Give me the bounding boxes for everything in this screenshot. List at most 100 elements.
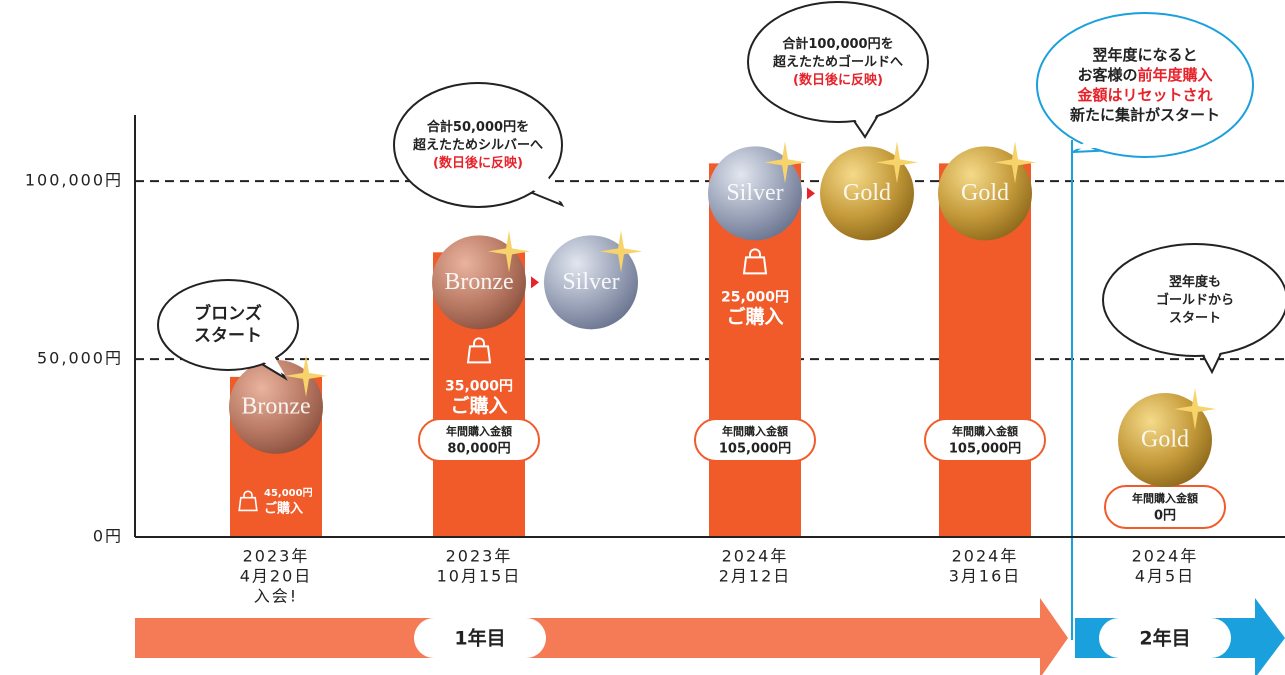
purchase-amount: 45,000円	[264, 487, 313, 499]
total-pill	[694, 418, 816, 462]
purchase-amount: 35,000円	[445, 378, 513, 394]
bubble-text: 超えたためゴールドへ	[773, 54, 903, 70]
total-label: 80,000円	[447, 442, 510, 457]
bubble-text-segment: 翌年度も	[1169, 274, 1221, 290]
bubble-text-segment: 前年度購入	[1138, 66, 1213, 84]
purchase-caption: ご購入	[726, 305, 783, 328]
total-caption: 年間購入金額	[722, 424, 788, 438]
bubble-text-segment: 超えたためゴールドへ	[773, 54, 903, 70]
bubble-text: スタート	[194, 326, 262, 346]
arrow	[807, 187, 815, 200]
bubble-text: スタート	[1169, 311, 1221, 326]
bubble-text-segment: 翌年度になると	[1092, 46, 1197, 64]
coin	[432, 235, 526, 330]
total-label: 0円	[1154, 509, 1176, 524]
purchase-caption: ご購入	[450, 394, 507, 417]
bubble-tail-cover	[850, 109, 880, 134]
period-pill	[414, 618, 546, 658]
bubble-text-segment: (数日後に反映)	[433, 155, 523, 171]
bubble-tail-cover	[1073, 137, 1115, 149]
sparkle	[1174, 388, 1216, 430]
coin	[708, 146, 802, 241]
sparkle	[876, 141, 918, 184]
y-tick-label: 100,000円	[25, 171, 123, 190]
coin-label: Silver	[726, 180, 783, 206]
bubble-text-segment: 金額はリセットされ	[1076, 86, 1212, 104]
total-label: 105,000円	[719, 442, 791, 457]
purchase-caption: ご購入	[264, 500, 303, 516]
bubble-text: ブロンズ	[194, 303, 262, 324]
bubble-text-segment: 超えたためシルバーへ	[413, 137, 543, 153]
speech-bubble	[1036, 12, 1254, 158]
bubble-text-segment: ブロンズ	[194, 303, 262, 324]
arrow	[531, 276, 539, 289]
bag-icon	[466, 337, 492, 364]
sparkle	[488, 230, 530, 273]
bubble-text-segment: スタート	[1169, 311, 1221, 326]
bubble-text: (数日後に反映)	[793, 72, 883, 88]
bubble-text-segment: (数日後に反映)	[793, 72, 883, 88]
total-caption: 年間購入金額	[1132, 491, 1198, 505]
coin	[938, 146, 1032, 241]
bubble-text: 金額はリセットされ	[1076, 86, 1212, 104]
speech-bubble	[393, 82, 563, 208]
coin-label: Bronze	[241, 393, 310, 419]
x-tick-label: 2024年	[722, 547, 789, 566]
sparkle	[994, 141, 1036, 184]
bubble-text: 翌年度も	[1169, 274, 1221, 290]
total-caption: 年間購入金額	[952, 424, 1018, 438]
bubble-text-segment: お客様の	[1077, 66, 1137, 84]
x-tick-label: 入会!	[254, 587, 298, 606]
speech-bubble	[1102, 243, 1285, 357]
bubble-text-segment: スタート	[194, 326, 262, 346]
x-tick-label: 4月20日	[240, 567, 313, 586]
bubble-text: (数日後に反映)	[433, 155, 523, 171]
bubble-tail-cover	[1200, 342, 1225, 369]
x-tick-label: 2023年	[243, 547, 310, 566]
sparkle	[764, 141, 806, 184]
coin-label: Silver	[562, 269, 619, 295]
total-pill	[924, 418, 1046, 462]
sparkle	[285, 354, 327, 397]
x-tick-label: 2024年	[1132, 547, 1199, 566]
bubble-tail-cover	[525, 172, 562, 202]
total-pill	[418, 418, 540, 462]
bubble-text-segment: 合計50,000円を	[427, 119, 529, 135]
x-tick-label: 2月12日	[719, 567, 792, 586]
coin-label: Gold	[961, 180, 1009, 206]
bubble-text: 翌年度になると	[1092, 46, 1197, 64]
y-tick-label: 0円	[93, 527, 123, 546]
x-tick-label: 2024年	[952, 547, 1019, 566]
bubble-text: 新たに集計がスタート	[1070, 106, 1220, 124]
period-label: 2年目	[1139, 627, 1190, 650]
speech-bubble	[747, 1, 929, 123]
bubble-text-segment: 合計100,000円を	[782, 36, 893, 52]
coin-label: Gold	[843, 180, 891, 206]
speech-bubble	[157, 279, 299, 371]
period-band	[135, 598, 1068, 675]
bubble-text: 合計100,000円を	[782, 36, 893, 52]
bubble-text-segment: 新たに集計がスタート	[1070, 106, 1220, 124]
bubble-tail-cover	[255, 349, 285, 375]
bag-icon	[742, 248, 768, 275]
coin	[1118, 393, 1212, 487]
bag-icon	[238, 490, 258, 512]
coin-label: Bronze	[444, 269, 513, 295]
coin-label: Gold	[1141, 427, 1189, 453]
period-pill	[1099, 618, 1231, 658]
bubble-text: お客様の前年度購入	[1077, 66, 1212, 84]
coin	[229, 359, 323, 454]
bubble-text-segment: ゴールドから	[1156, 292, 1234, 308]
total-caption: 年間購入金額	[446, 424, 512, 438]
coin	[820, 146, 914, 241]
coin	[544, 235, 638, 330]
x-tick-label: 3月16日	[949, 567, 1022, 586]
x-tick-label: 10月15日	[437, 567, 522, 586]
x-tick-label: 2023年	[446, 547, 513, 566]
x-tick-label: 4月5日	[1135, 567, 1195, 586]
sparkle	[600, 230, 642, 273]
bubble-text: ゴールドから	[1156, 292, 1234, 308]
bubble-text: 合計50,000円を	[427, 119, 529, 135]
bubble-text: 超えたためシルバーへ	[413, 137, 543, 153]
